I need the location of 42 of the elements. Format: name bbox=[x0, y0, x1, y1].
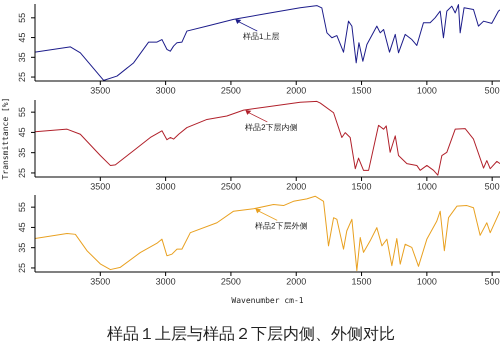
x-tick-label: 3500 bbox=[90, 276, 110, 286]
x-tick-label: 2000 bbox=[286, 276, 306, 286]
x-tick-label: 500 bbox=[484, 276, 500, 286]
x-tick-label: 1500 bbox=[352, 85, 372, 96]
x-tick-label: 500 bbox=[484, 181, 500, 192]
annotation: 样品2下层外侧 bbox=[254, 221, 308, 230]
x-tick-label: 3500 bbox=[90, 85, 110, 96]
x-axis-title: Wavenumber cm-1 bbox=[231, 296, 304, 305]
line-series bbox=[35, 100, 500, 176]
x-tick-label: 3000 bbox=[156, 85, 176, 96]
x-tick-label: 1000 bbox=[416, 181, 437, 192]
text: 样品１上层与样品２下层内侧、外侧对比 bbox=[106, 324, 396, 345]
y-axis-title: Transmittance [%] bbox=[1, 98, 10, 180]
x-tick-label: 3500 bbox=[90, 181, 110, 192]
line-series bbox=[35, 4, 500, 81]
y-tick-label: 25 bbox=[17, 168, 27, 178]
y-tick-label: 55 bbox=[17, 107, 27, 118]
line-series bbox=[35, 196, 500, 272]
x-tick-label: 500 bbox=[484, 85, 500, 96]
y-tick-label: 35 bbox=[17, 242, 27, 253]
x-tick-label: 1500 bbox=[352, 181, 372, 192]
annotation: 样品1上层 bbox=[243, 32, 280, 42]
x-tick-label: 2000 bbox=[286, 85, 306, 96]
y-tick-label: 55 bbox=[17, 202, 27, 212]
y-tick-label: 55 bbox=[17, 12, 27, 23]
y-tick-label: 25 bbox=[17, 72, 27, 82]
annotation: 样品2下层内侧 bbox=[245, 122, 298, 132]
x-tick-label: 2500 bbox=[220, 181, 241, 192]
x-tick-label: 2500 bbox=[220, 85, 241, 96]
y-tick-label: 35 bbox=[17, 52, 27, 62]
x-tick-label: 2000 bbox=[286, 181, 306, 192]
y-tick-label: 45 bbox=[17, 32, 27, 43]
x-tick-label: 1000 bbox=[416, 276, 437, 286]
x-tick-label: 2500 bbox=[220, 276, 241, 286]
x-tick-label: 1000 bbox=[416, 85, 437, 96]
y-tick-label: 35 bbox=[17, 148, 27, 158]
y-tick-label: 45 bbox=[17, 222, 27, 232]
y-tick-label: 45 bbox=[17, 127, 27, 138]
y-tick-label: 25 bbox=[17, 262, 27, 273]
x-tick-label: 3000 bbox=[156, 181, 176, 192]
x-tick-label: 3000 bbox=[156, 276, 176, 286]
x-tick-label: 1500 bbox=[352, 276, 372, 286]
